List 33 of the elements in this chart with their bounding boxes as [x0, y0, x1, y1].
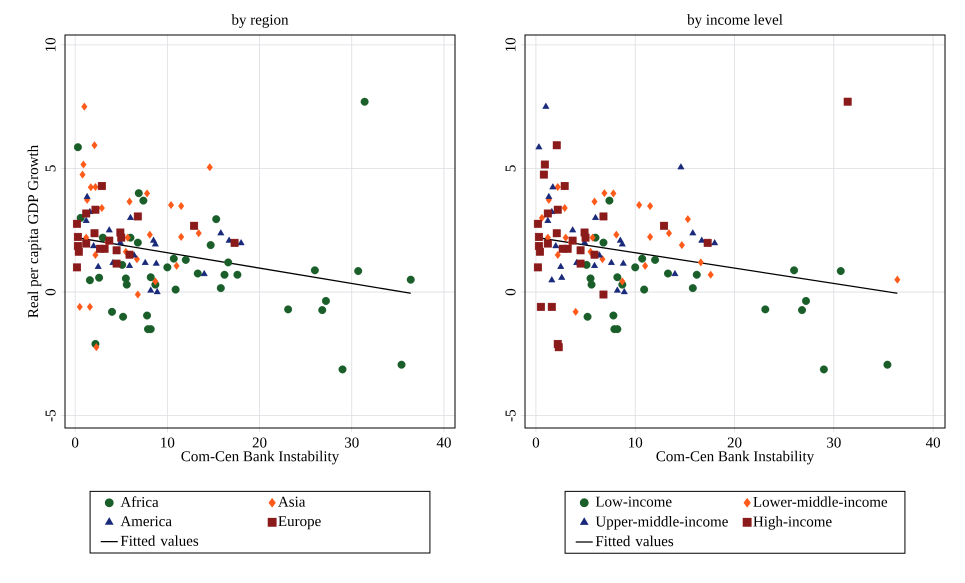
legend-label: Low-income [596, 496, 672, 507]
y-tick-label: 10 [505, 38, 516, 52]
x-tick-label: 30 [827, 437, 841, 448]
x-axis-title: Com-Cen Bank Instability [181, 450, 340, 464]
x-tick-label: 40 [926, 437, 940, 448]
legend-label: Fitted values [120, 535, 198, 546]
legend-label: Europe [278, 516, 321, 530]
y-tick-label: 5 [506, 165, 516, 172]
y-tick-label: 0 [505, 288, 516, 296]
x-tick-label: 0 [532, 437, 540, 448]
x-tick-label: 0 [72, 437, 78, 448]
chart-title: by income level [687, 14, 783, 28]
y-tick-label: 5 [46, 165, 56, 172]
legend-label: Lower-middle-income [753, 496, 888, 507]
legend-label: High-income [753, 516, 832, 530]
y-tick-label: 0 [45, 288, 56, 296]
y-tick-label: 10 [45, 38, 56, 52]
legend-label: Fitted values [596, 536, 674, 546]
legend-label: Upper-middle-income [596, 516, 728, 530]
legend-label: Asia [278, 496, 306, 507]
y-axis-title: Real per capita GDP Growth [28, 145, 42, 318]
legend-label: Africa [120, 496, 158, 508]
chart-title: by region [231, 14, 288, 28]
x-tick-label: 10 [629, 437, 642, 448]
x-tick-label: 30 [344, 437, 359, 448]
x-tick-label: 20 [728, 437, 742, 448]
y-tick-label: -5 [46, 410, 56, 422]
x-tick-label: 20 [252, 437, 266, 448]
legend-label: America [120, 516, 172, 526]
y-tick-label: -5 [506, 410, 516, 422]
x-axis-title: Com-Cen Bank Instability [656, 450, 814, 464]
x-tick-label: 40 [436, 437, 451, 448]
x-tick-label: 10 [161, 437, 174, 448]
